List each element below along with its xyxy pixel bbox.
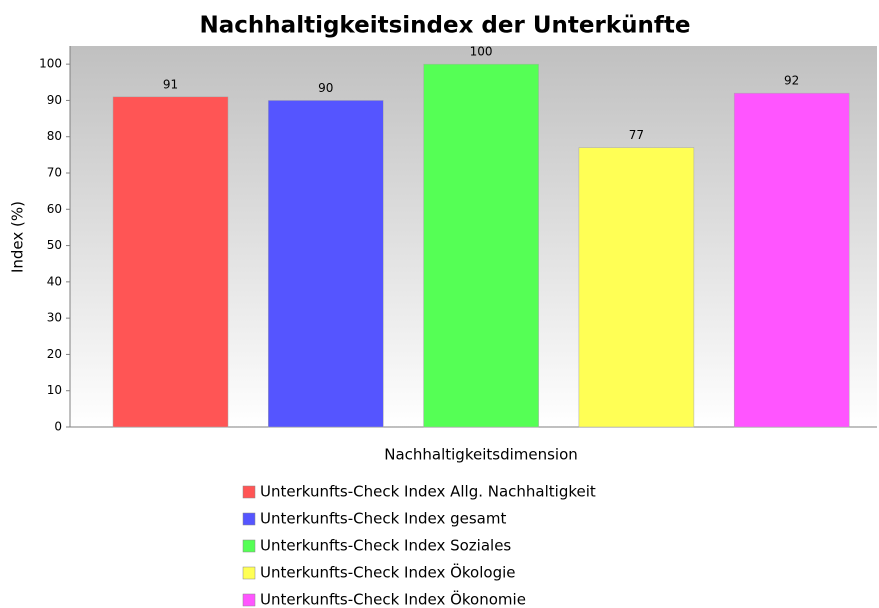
y-tick-label: 10 [47, 383, 62, 397]
legend-label: Unterkunfts-Check Index Ökonomie [260, 590, 526, 608]
legend-label: Unterkunfts-Check Index gesamt [260, 510, 506, 528]
y-tick-label: 70 [47, 166, 62, 180]
y-tick-label: 20 [47, 347, 62, 361]
value-label: 92 [784, 74, 799, 88]
bar [268, 100, 384, 428]
legend-swatch [242, 593, 256, 607]
y-tick-label: 40 [47, 274, 62, 288]
legend-label: Unterkunfts-Check Index Allg. Nachhaltig… [260, 483, 596, 501]
y-tick-label: 30 [47, 311, 62, 325]
x-axis-label: Nachhaltigkeitsdimension [384, 446, 578, 464]
legend-swatch [242, 539, 256, 553]
legend-swatch [242, 566, 256, 580]
legend-label: Unterkunfts-Check Index Soziales [260, 537, 511, 555]
value-label: 91 [163, 77, 178, 91]
y-tick-label: 50 [47, 238, 62, 252]
value-label: 100 [470, 45, 493, 59]
y-tick-label: 90 [47, 93, 62, 107]
value-label: 90 [318, 81, 333, 95]
y-axis-label: Index (%) [9, 201, 27, 273]
legend-swatch [242, 485, 256, 499]
y-tick-label: 0 [54, 420, 62, 434]
bar [578, 147, 695, 428]
bar [423, 63, 539, 428]
legend-swatch [242, 512, 256, 526]
y-tick-label: 100 [39, 57, 62, 71]
y-tick-label: 60 [47, 202, 62, 216]
bar [112, 96, 229, 428]
bar [733, 92, 850, 428]
chart-title: Nachhaltigkeitsindex der Unterkünfte [200, 13, 691, 39]
legend-label: Unterkunfts-Check Index Ökologie [260, 563, 516, 582]
y-tick-label: 80 [47, 129, 62, 143]
value-label: 77 [629, 128, 644, 142]
